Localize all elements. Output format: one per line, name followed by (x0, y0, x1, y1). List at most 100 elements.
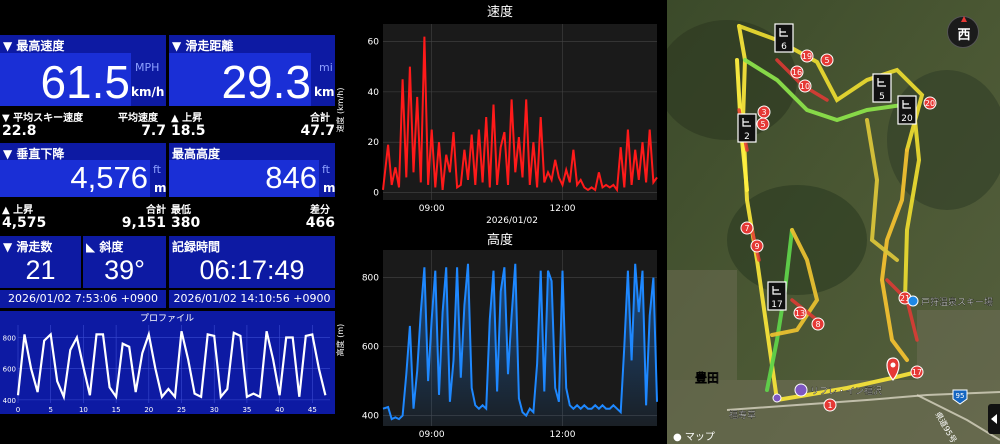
lift-marker-number: 6 (781, 42, 787, 52)
run-marker[interactable]: 13 (793, 306, 807, 320)
avg-speed-value: 7.7 (141, 123, 166, 139)
run-marker-dot (756, 117, 770, 131)
run-marker[interactable]: 16 (790, 65, 804, 79)
lift-marker-number: 5 (879, 92, 885, 102)
chairlift-glyph (877, 78, 886, 87)
run-marker-dot (823, 398, 837, 412)
speed-ylabel: 速度 (km/h) (335, 88, 345, 133)
distance-label: ▼ 滑走距離 (172, 39, 234, 53)
profile-xtick: 5 (48, 406, 52, 414)
run-marker[interactable]: 5 (820, 53, 834, 67)
farm-field (917, 310, 1000, 380)
altitude-title: 高度 (487, 232, 513, 248)
run-marker[interactable]: 20 (923, 96, 937, 110)
run-marker-dot (910, 365, 924, 379)
run-marker-number: 8 (815, 320, 820, 329)
run-marker[interactable]: 1 (823, 398, 837, 412)
slope-label: ◣ 斜度 (86, 240, 124, 254)
total-label: 合計 (146, 205, 166, 216)
distance-tile[interactable]: ▼ 滑走距離 29.3 mi km (169, 35, 335, 108)
chart-xtick: 12:00 (550, 204, 576, 214)
ascent-value: 4,575 (2, 215, 47, 231)
run-marker[interactable]: 10 (798, 79, 812, 93)
run-marker[interactable]: 7 (740, 221, 754, 235)
profile-xtick: 20 (144, 406, 153, 414)
chevron-left-icon (991, 414, 997, 424)
total-distance-label: 合計 (310, 113, 330, 124)
altitude-chart[interactable]: 高度 高度 (m) 400 600 800 09:00 12:00 (335, 230, 667, 444)
run-marker-number: 13 (795, 309, 805, 318)
inn-pin-icon (794, 383, 808, 397)
map-view[interactable]: 19 5 16 10 20 3 5 7 9 13 8 21 17 1 6 5 20 2 17 豊田 戸狩温泉スキー場… (667, 0, 1000, 444)
run-marker[interactable]: 17 (910, 365, 924, 379)
max-altitude-value: 846 (265, 160, 317, 195)
profile-xtick: 35 (242, 406, 251, 414)
max-speed-unit: km/h (131, 85, 165, 99)
chairlift-glyph (772, 286, 781, 295)
run-marker[interactable]: 5 (756, 117, 770, 131)
vertical-descent-label: ▼ 垂直下降 (3, 147, 65, 161)
chart-ytick: 400 (362, 412, 379, 422)
road (726, 391, 1000, 411)
place-label-toyoda: 豊田 (695, 370, 719, 385)
slope-tile[interactable]: ◣ 斜度 39° (83, 236, 166, 288)
speed-chart[interactable]: 速度 速度 (km/h) 2026/01/02 0 20 40 60 09:00 12:0… (335, 0, 667, 230)
profile-title: プロファイル (140, 313, 194, 324)
max-altitude-tile[interactable]: 最高高度 846 ft m (169, 143, 336, 197)
run-marker-dot (750, 239, 764, 253)
lift-marker[interactable]: 2 (737, 113, 757, 143)
run-marker[interactable]: 19 (800, 49, 814, 63)
run-marker[interactable]: 3 (757, 105, 771, 119)
speed-title: 速度 (487, 4, 513, 20)
profile-xtick: 10 (79, 406, 88, 414)
profile-ytick: 600 (3, 366, 16, 374)
chart-xtick: 09:00 (419, 204, 445, 214)
lift-marker[interactable]: 20 (897, 95, 917, 125)
distance-value: 29.3 (221, 56, 311, 108)
run-marker[interactable]: 8 (811, 317, 825, 331)
runs-tile[interactable]: ▼ 滑走数 21 (0, 236, 81, 288)
total-distance-value: 47.7 (300, 123, 335, 139)
run-marker-number: 5 (824, 56, 829, 65)
avg-ski-speed-value: 22.8 (2, 123, 37, 139)
max-speed-tile[interactable]: ▼ 最高速度 61.5 MPH km/h (0, 35, 166, 108)
run-marker-number: 10 (800, 82, 810, 91)
run-marker-dot (793, 306, 807, 320)
min-altitude-label: 最低 (171, 205, 191, 216)
lift-marker[interactable]: 6 (774, 23, 794, 53)
location-pin-icon (886, 357, 900, 381)
compass-button[interactable]: 西 (947, 16, 979, 48)
max-altitude-box (169, 160, 319, 197)
map-attribution[interactable]: ● マップ (673, 428, 715, 443)
profile-xtick: 40 (275, 406, 284, 414)
run-marker[interactable]: 9 (750, 239, 764, 253)
compass-label: 西 (957, 28, 971, 43)
start-time: 2026/01/02 7:53:06 +0900 (7, 292, 158, 305)
end-time: 2026/01/02 14:10:56 +0900 (173, 292, 331, 305)
profile-chart-panel[interactable]: プロファイル 400 600 800 0 5 10 15 20 25 30 35 40 45 (0, 311, 335, 414)
resort-pin-icon (907, 295, 919, 307)
slope-value: 39° (104, 255, 145, 285)
altitude-ylabel: 高度 (m) (335, 324, 345, 357)
expand-panel-button[interactable] (988, 404, 1000, 434)
lift-marker[interactable]: 5 (872, 73, 892, 103)
max-speed-unit-alt: MPH (135, 61, 160, 74)
vertical-descent-tile[interactable]: ▼ 垂直下降 4,576 ft m (0, 143, 167, 197)
record-time-label: 記録時間 (172, 240, 221, 254)
ski-track (765, 228, 794, 392)
profile-xtick: 0 (16, 406, 20, 414)
place-label-resort: 戸狩温泉スキー場 (921, 296, 993, 308)
run-marker-number: 7 (744, 224, 749, 233)
road-shield-icon: 95 (952, 389, 968, 405)
record-time-tile[interactable]: 記録時間 06:17:49 (169, 236, 335, 288)
vertical-descent-unit: m (154, 181, 167, 195)
speed-svg-line (382, 36, 658, 193)
max-altitude-unit: m (323, 181, 336, 195)
altitude-diff-value: 466 (305, 215, 335, 231)
distance-unit: km (314, 85, 335, 99)
distance-unit-alt: mi (319, 61, 333, 74)
chart-ytick: 600 (362, 343, 379, 353)
lift-marker[interactable]: 17 (767, 281, 787, 311)
profile-xtick: 30 (210, 406, 219, 414)
